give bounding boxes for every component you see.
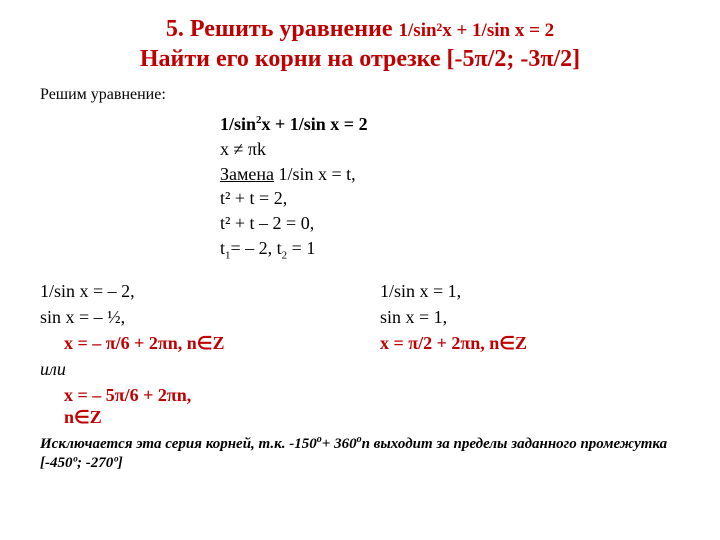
eq-post: x + 1/sin x = 2 [262, 114, 368, 134]
title-line2: Найти его корни на отрезке [-5π/2; -3π/2… [140, 46, 580, 72]
right-answer: x = π/2 + 2πn, n∈Z [380, 330, 680, 356]
slide-title: 5. Решить уравнение 1/sin²x + 1/sin x = … [40, 14, 680, 74]
solution-columns: 1/sin x = – 2, sin x = – ½, x = – π/6 + … [40, 278, 680, 431]
substitution-label: Замена [220, 164, 274, 184]
footnote-t2: + 360 [322, 436, 357, 452]
eq-pre: 1/sin [220, 114, 256, 134]
derivation-restriction: x ≠ πk [220, 137, 680, 162]
left-or: или [40, 356, 380, 382]
footnote: Исключается эта серия корней, т.к. -150о… [40, 434, 680, 473]
derivation-step2: t² + t – 2 = 0, [220, 211, 680, 236]
slide: 5. Решить уравнение 1/sin²x + 1/sin x = … [0, 0, 720, 540]
left-column: 1/sin x = – 2, sin x = – ½, x = – π/6 + … [40, 278, 380, 431]
footnote-t1: Исключается эта серия корней, т.к. -150 [40, 436, 317, 452]
right-line1: 1/sin x = 1, [380, 278, 680, 304]
roots-mid: = – 2, t [231, 238, 282, 258]
roots-post: = 1 [287, 238, 315, 258]
derivation-substitution: Замена 1/sin x = t, [220, 162, 680, 187]
title-equation: 1/sin²x + 1/sin x = 2 [399, 20, 555, 41]
left-answer2b: n∈Z [40, 404, 380, 430]
right-column: 1/sin x = 1, sin x = 1, x = π/2 + 2πn, n… [380, 278, 680, 431]
footnote-t3: n выходит за пределы заданного промежутк… [362, 436, 668, 452]
derivation-roots: t1= – 2, t2 = 1 [220, 236, 680, 264]
left-line1: 1/sin x = – 2, [40, 278, 380, 304]
substitution-expr: 1/sin x = t, [274, 164, 356, 184]
right-line2: sin x = 1, [380, 304, 680, 330]
derivation-step1: t² + t = 2, [220, 186, 680, 211]
footnote-range: [-450º; -270º] [40, 455, 123, 471]
left-answer1: x = – π/6 + 2πn, n∈Z [40, 330, 380, 356]
derivation-main-eq: 1/sin2x + 1/sin x = 2 [220, 112, 680, 137]
title-line1-prefix: 5. Решить уравнение [166, 16, 399, 42]
lead-text: Решим уравнение: [40, 86, 680, 104]
derivation-block: 1/sin2x + 1/sin x = 2 x ≠ πk Замена 1/si… [220, 112, 680, 264]
left-line2: sin x = – ½, [40, 304, 380, 330]
